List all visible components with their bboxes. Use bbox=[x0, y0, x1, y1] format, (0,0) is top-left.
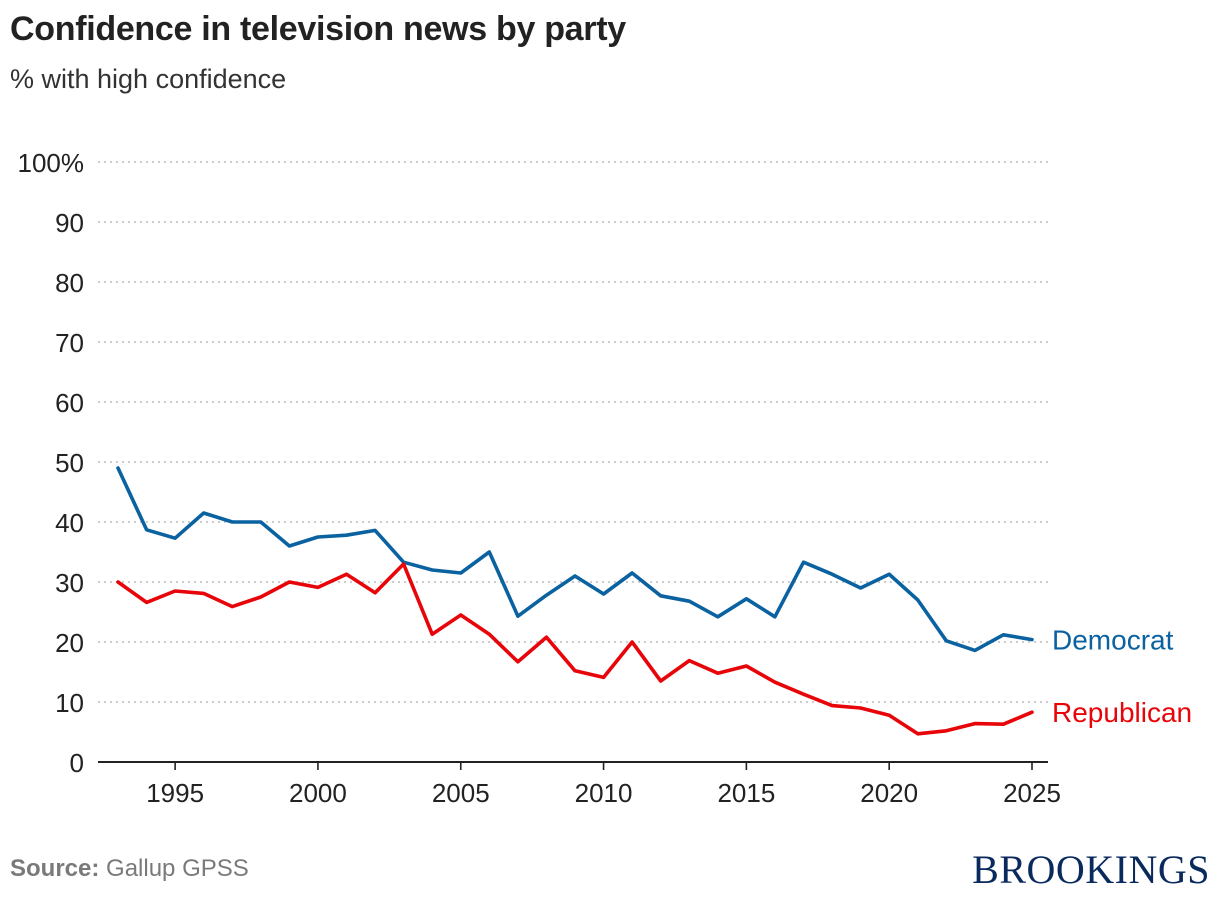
y-tick-label: 90 bbox=[55, 208, 84, 238]
y-tick-label: 10 bbox=[55, 688, 84, 718]
y-axis-ticks: 0 10 20 30 40 50 60 70 80 90 100% bbox=[18, 148, 85, 778]
x-tick-label: 2000 bbox=[289, 778, 347, 808]
y-tick-label: 40 bbox=[55, 508, 84, 538]
source-text: Gallup GPSS bbox=[106, 855, 249, 882]
chart-subtitle: % with high confidence bbox=[10, 64, 287, 94]
series-line-republican bbox=[116, 562, 1034, 736]
x-tick-label: 2005 bbox=[432, 778, 490, 808]
y-tick-label: 80 bbox=[55, 268, 84, 298]
series-label-republican: Republican bbox=[1052, 697, 1192, 728]
source-note: Source: Gallup GPSS bbox=[10, 855, 249, 883]
series-lines bbox=[116, 466, 1034, 736]
x-tick-label: 1995 bbox=[146, 778, 204, 808]
y-tick-label: 30 bbox=[55, 568, 84, 598]
series-labels: Democrat Republican bbox=[1052, 625, 1192, 729]
y-tick-label: 50 bbox=[55, 448, 84, 478]
x-tick-label: 2020 bbox=[860, 778, 918, 808]
brookings-logo: BROOKINGS bbox=[972, 847, 1210, 892]
y-tick-label: 70 bbox=[55, 328, 84, 358]
chart-title: Confidence in television news by party bbox=[10, 10, 626, 48]
y-tick-label: 0 bbox=[70, 748, 84, 778]
series-label-democrat: Democrat bbox=[1052, 625, 1174, 656]
y-tick-label: 100% bbox=[18, 148, 85, 178]
y-tick-label: 60 bbox=[55, 388, 84, 418]
x-tick-label: 2010 bbox=[575, 778, 633, 808]
y-tick-label: 20 bbox=[55, 628, 84, 658]
x-tick-label: 2015 bbox=[717, 778, 775, 808]
x-axis-ticks: 1995 2000 2005 2010 2015 2020 2025 bbox=[146, 762, 1061, 808]
x-tick-label: 2025 bbox=[1003, 778, 1061, 808]
series-line-democrat bbox=[116, 466, 1034, 653]
source-label: Source: bbox=[10, 855, 100, 882]
grid-lines bbox=[98, 161, 1048, 763]
